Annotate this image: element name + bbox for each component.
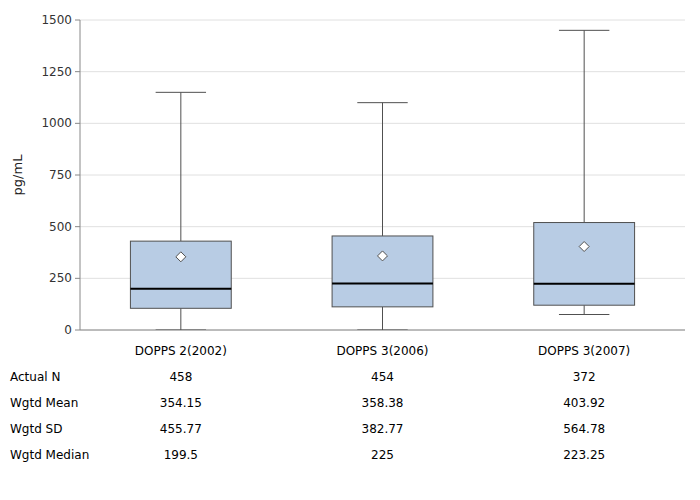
- row-label: Wgtd Mean: [10, 396, 78, 410]
- box: [130, 241, 231, 308]
- box: [534, 223, 635, 306]
- whisker: [382, 103, 383, 236]
- tick-mark: [75, 71, 80, 72]
- table-cell: 199.5: [164, 448, 198, 462]
- table-cell: 403.92: [563, 396, 605, 410]
- whisker: [584, 305, 585, 314]
- table-cell: 382.77: [362, 422, 404, 436]
- box-group: [534, 30, 635, 314]
- whisker-cap: [156, 330, 206, 331]
- box-group: [332, 103, 433, 330]
- y-axis: 0 250 500 750 1000 1250 1500: [41, 13, 80, 337]
- table-cell: 225: [371, 448, 394, 462]
- row-label: Wgtd Median: [10, 448, 89, 462]
- whisker: [180, 308, 181, 330]
- whisker: [382, 307, 383, 330]
- tick-label: 500: [49, 220, 72, 234]
- box-group: [130, 92, 231, 330]
- tick-label: 250: [49, 271, 72, 285]
- table-cell: 358.38: [362, 396, 404, 410]
- whisker: [584, 30, 585, 222]
- mean-marker: [176, 252, 186, 262]
- tick-label: 1000: [41, 116, 72, 130]
- tick-mark: [75, 330, 80, 331]
- tick-label: 1500: [41, 13, 72, 27]
- tick-label: 1250: [41, 65, 72, 79]
- table-cell: 223.25: [563, 448, 605, 462]
- chart: 0 250 500 750 1000 1250 1500 pg/mL DOPPS 2(2002)…: [0, 0, 700, 500]
- tick-mark: [75, 123, 80, 124]
- whisker-cap: [559, 314, 609, 315]
- grid: [80, 20, 685, 330]
- row-label: Actual N: [10, 370, 60, 384]
- whisker-cap: [357, 102, 407, 103]
- axis-label: pg/mL: [10, 154, 25, 196]
- row-label: Wgtd SD: [10, 422, 62, 436]
- category-label: DOPPS 2(2002): [135, 344, 227, 358]
- tick-label: 0: [64, 323, 72, 337]
- median-line: [130, 288, 231, 290]
- table-cell: 564.78: [563, 422, 605, 436]
- tick-mark: [75, 226, 80, 227]
- box: [332, 236, 433, 307]
- tick-label: 750: [49, 168, 72, 182]
- tick-mark: [75, 20, 80, 21]
- grid-line: [80, 330, 685, 331]
- category-label: DOPPS 3(2007): [538, 344, 630, 358]
- tick-mark: [75, 175, 80, 176]
- whisker-cap: [357, 330, 407, 331]
- table-cell: 458: [169, 370, 192, 384]
- axis-line: [80, 330, 685, 331]
- category-label: DOPPS 3(2006): [336, 344, 428, 358]
- whisker-cap: [156, 92, 206, 93]
- table-cell: 372: [573, 370, 596, 384]
- table-cell: 354.15: [160, 396, 202, 410]
- mean-marker: [378, 251, 388, 261]
- grid-line: [80, 71, 685, 72]
- whisker: [180, 92, 181, 241]
- boxes: [130, 30, 634, 330]
- mean-marker: [579, 242, 589, 252]
- axis-line: [80, 20, 81, 330]
- median-line: [534, 283, 635, 285]
- median-line: [332, 283, 433, 285]
- table-cell: 454: [371, 370, 394, 384]
- table-cell: 455.77: [160, 422, 202, 436]
- grid-line: [80, 20, 685, 21]
- tick-mark: [75, 278, 80, 279]
- whisker-cap: [559, 30, 609, 31]
- table: DOPPS 2(2002) DOPPS 3(2006) DOPPS 3(2007) A…: [10, 344, 630, 462]
